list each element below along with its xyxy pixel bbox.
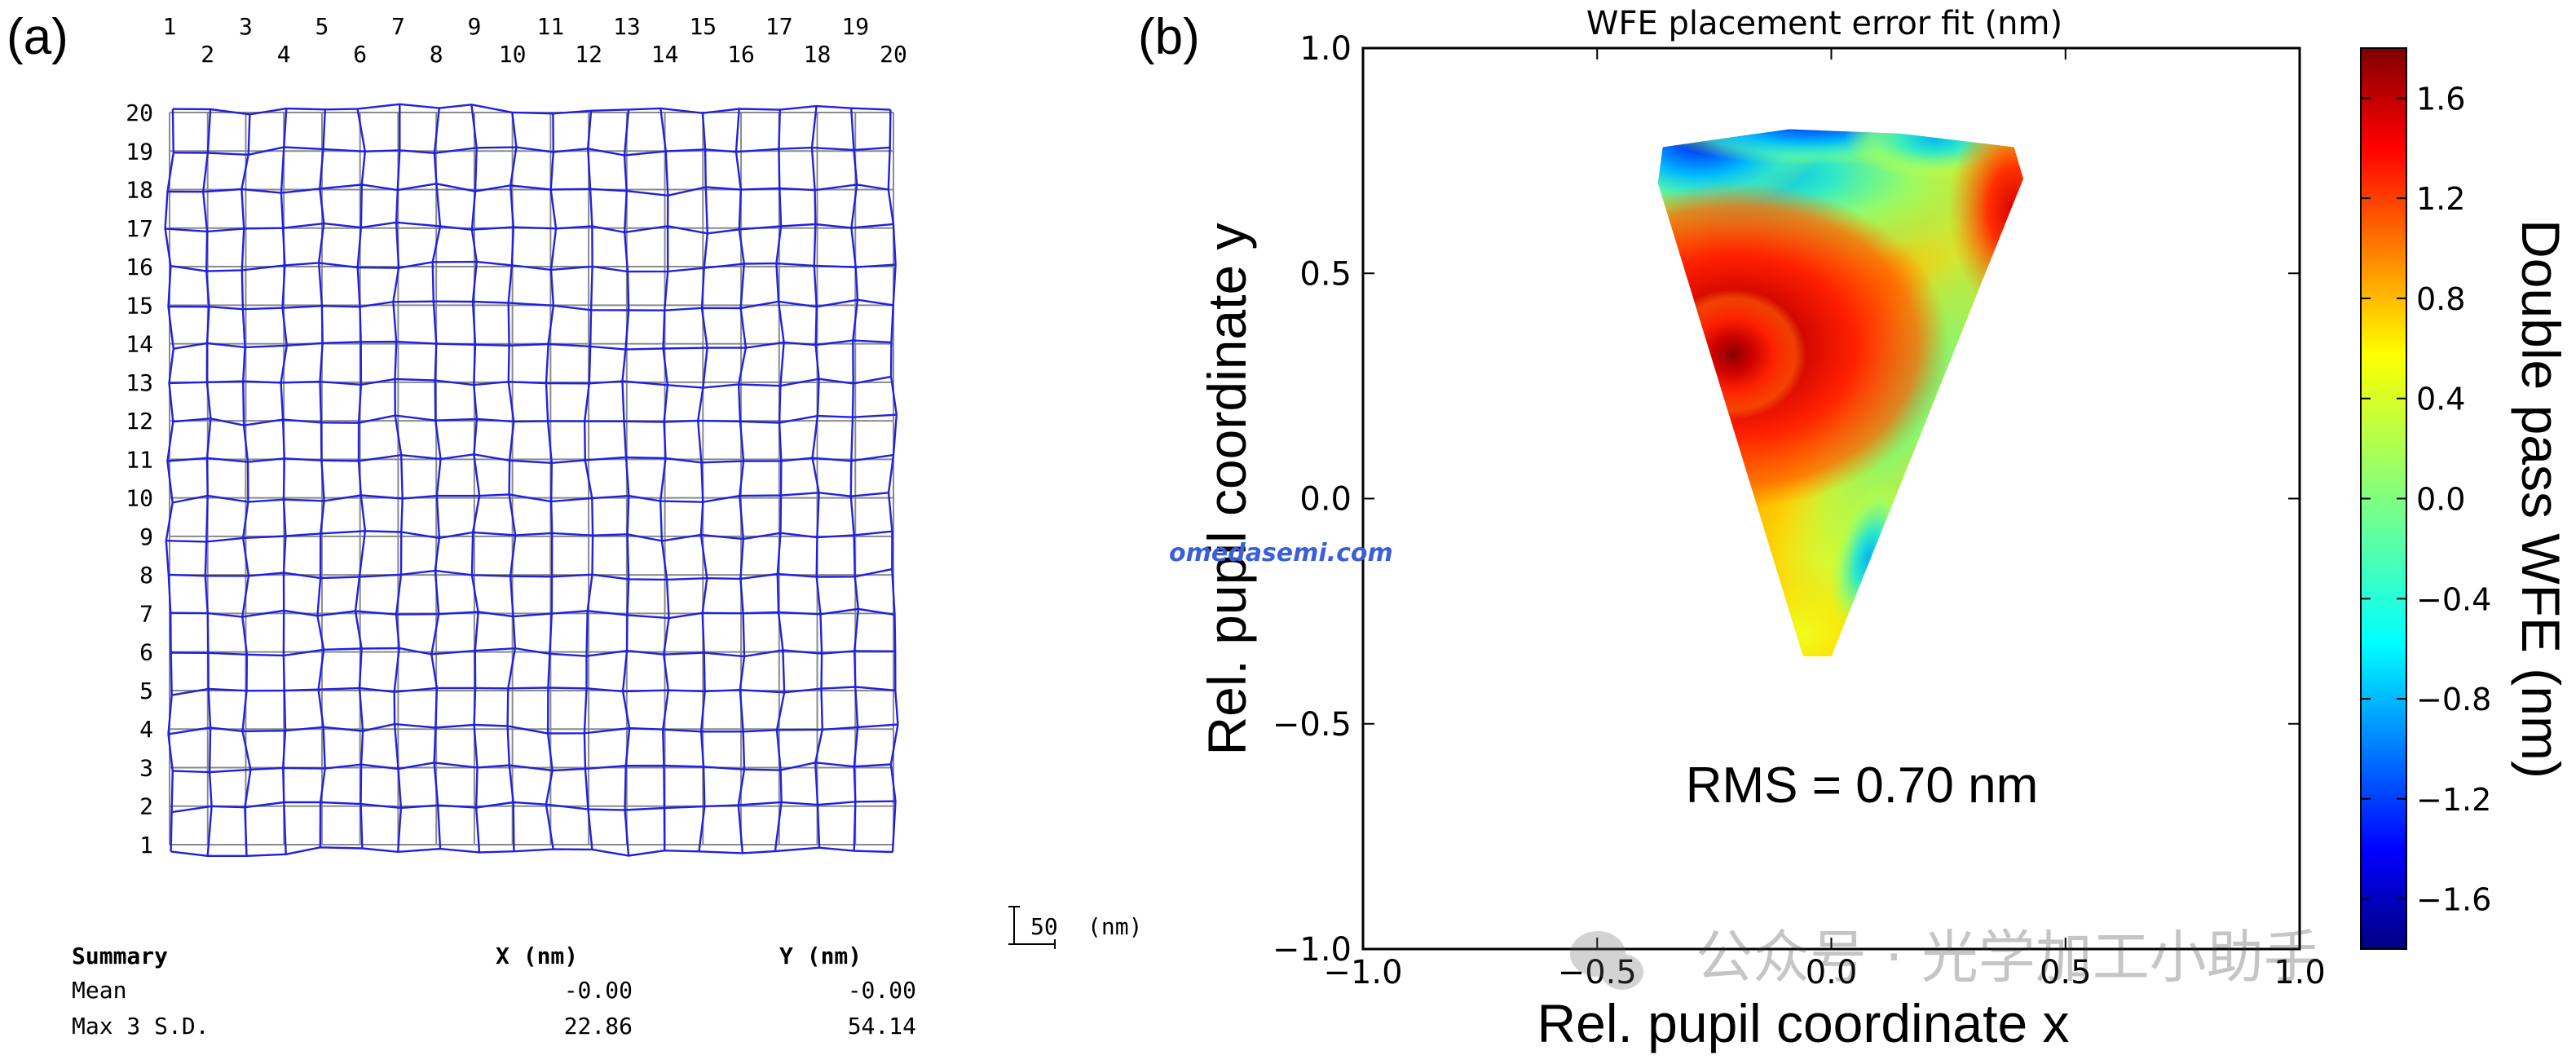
colorbar-tick-label: −0.4: [2416, 581, 2491, 617]
scale-bar: 50 (nm): [1008, 906, 1142, 949]
grid-col-label: 3: [239, 13, 253, 40]
colorbar-tick-label: 0.0: [2416, 482, 2465, 518]
grid-col-label: 9: [467, 13, 481, 40]
summary-cell-y: -0.00: [848, 977, 916, 1004]
colorbar-label: Double pass WFE (nm): [2511, 219, 2571, 779]
summary-table: Summary X (nm) Y (nm) Mean -0.00 -0.00 M…: [72, 943, 916, 1040]
grid-row-label: 5: [139, 678, 153, 704]
grid-col-label: 13: [613, 13, 641, 40]
grid-row-label: 12: [126, 408, 153, 435]
reference-grid: [169, 112, 894, 845]
y-tick-label: 0.5: [1299, 255, 1352, 293]
summary-row-label: Mean: [72, 977, 126, 1004]
grid-col-label: 4: [277, 41, 291, 68]
colorbar-ticks: 1.6 1.2 0.8 0.4 0.0 −0.4 −0.8 −1.2 −1.6: [2361, 81, 2491, 918]
grid-row-label: 1: [139, 832, 153, 859]
grid-col-label: 11: [537, 13, 565, 40]
x-axis-label: Rel. pupil coordinate x: [1537, 993, 2069, 1053]
colorbar-tick-label: 1.6: [2416, 81, 2465, 117]
watermark-wechat: 公众号 · 光学加工小助手: [1570, 924, 2321, 991]
grid-row-label: 9: [139, 523, 153, 550]
wechat-icon: [1570, 931, 1625, 977]
summary-header-x: X (nm): [496, 943, 578, 969]
chart-title: WFE placement error fit (nm): [1586, 5, 2062, 42]
grid-row-label: 6: [139, 639, 153, 666]
x-tick-label: −1.0: [1323, 954, 1402, 991]
grid-row-label: 17: [126, 215, 153, 242]
grid-col-label: 19: [841, 13, 869, 40]
summary-header-y: Y (nm): [779, 943, 862, 969]
y-axis-label: Rel. pupil coordinate y: [1197, 223, 1257, 755]
x-tick-label: −0.5: [1558, 954, 1637, 991]
grid-row-label: 10: [126, 485, 153, 512]
grid-row-label: 20: [126, 99, 153, 126]
panel-b: (b) WFE placement error fit (nm): [1138, 5, 2571, 1053]
grid-col-label: 12: [575, 41, 602, 68]
grid-col-label: 16: [727, 41, 755, 68]
grid-col-label: 5: [315, 13, 329, 40]
colorbar-tick-label: 1.2: [2416, 181, 2465, 217]
grid-col-label: 15: [689, 13, 717, 40]
grid-row-label: 8: [139, 562, 153, 589]
grid-row-label: 11: [126, 446, 153, 473]
summary-title: Summary: [72, 943, 168, 969]
grid-row-label: 14: [126, 331, 153, 358]
grid-row-label: 19: [126, 138, 153, 165]
y-tick-label: 1.0: [1299, 30, 1352, 68]
grid-col-label: 14: [651, 41, 679, 68]
scale-bar-unit: (nm): [1087, 913, 1142, 940]
y-tick-label: −1.0: [1273, 931, 1352, 969]
summary-cell-x: -0.00: [564, 977, 633, 1004]
watermark-text: 公众号 · 光学加工小助手: [1696, 924, 2321, 991]
grid-col-label: 20: [880, 41, 907, 68]
summary-cell-y: 54.14: [848, 1013, 916, 1040]
summary-row-label: Max 3 S.D.: [72, 1013, 210, 1040]
colorbar-tick-label: 0.8: [2416, 281, 2465, 317]
distorted-grid: [164, 103, 899, 858]
grid-col-label: 18: [804, 41, 831, 68]
scale-bar-value: 50: [1030, 913, 1058, 940]
rms-annotation: RMS = 0.70 nm: [1686, 757, 2038, 814]
grid-col-label: 2: [201, 41, 214, 68]
panel-b-label: (b): [1138, 9, 1200, 65]
summary-cell-x: 22.86: [564, 1013, 633, 1040]
panel-a-label: (a): [7, 9, 68, 65]
grid-row-label: 2: [139, 793, 153, 820]
grid-row-label: 3: [139, 754, 153, 781]
grid-row-label: 18: [126, 177, 153, 204]
grid-row-label: 16: [126, 254, 153, 280]
grid-row-label: 15: [126, 292, 153, 319]
x-tick-label: 1.0: [2274, 954, 2326, 991]
grid-row-label: 4: [139, 716, 153, 743]
grid-col-label: 1: [163, 13, 177, 40]
colorbar-tick-label: −1.6: [2416, 882, 2491, 918]
x-tick-label: 0.5: [2040, 954, 2092, 991]
axis-ticks: −1.0 −0.5 0.0 0.5 1.0 −1.0 −0.5 0.0 0.5 1.0: [1273, 30, 2326, 991]
grid-row-label: 7: [139, 600, 153, 627]
colorbar: 1.6 1.2 0.8 0.4 0.0 −0.4 −0.8 −1.2 −1.6 Double p…: [2360, 47, 2571, 950]
grid-col-label: 6: [353, 41, 367, 68]
grid-col-label: 10: [499, 41, 527, 68]
wfe-field: [1657, 129, 2023, 656]
y-tick-label: −0.5: [1273, 706, 1352, 744]
colorbar-tick-label: −0.8: [2416, 682, 2491, 717]
colorbar-tick-label: −1.2: [2416, 782, 2491, 818]
watermark-url: omedasemi.com: [1169, 539, 1393, 567]
grid-col-label: 7: [391, 13, 405, 40]
grid-col-label: 8: [430, 41, 443, 68]
grid-row-label: 13: [126, 369, 153, 396]
x-tick-label: 0.0: [1806, 954, 1858, 991]
colorbar-tick-label: 0.4: [2416, 382, 2465, 417]
grid-col-label: 17: [765, 13, 793, 40]
y-tick-label: 0.0: [1299, 481, 1352, 519]
